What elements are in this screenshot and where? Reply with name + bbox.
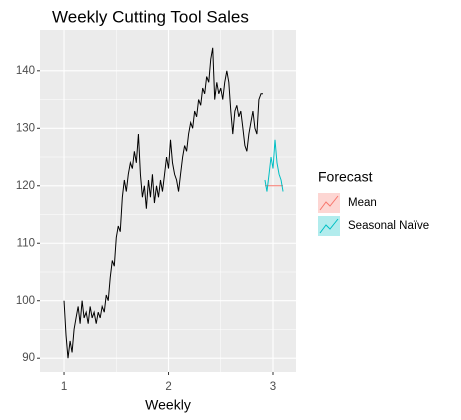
legend-label: Seasonal Naïve bbox=[348, 220, 429, 232]
y-tick-label: 130 bbox=[16, 122, 35, 134]
legend-label: Mean bbox=[348, 197, 377, 209]
legend-key bbox=[318, 216, 340, 236]
legend-key-line bbox=[319, 195, 339, 211]
x-axis-label: Weekly bbox=[145, 397, 191, 413]
x-tick-label: 3 bbox=[270, 381, 276, 393]
y-tick-label: 140 bbox=[16, 65, 35, 77]
chart-title: Weekly Cutting Tool Sales bbox=[52, 7, 249, 26]
y-tick-label: 110 bbox=[17, 237, 35, 249]
forecast-line bbox=[264, 139, 284, 192]
legend-title: Forecast bbox=[318, 169, 373, 185]
y-tick-label: 120 bbox=[16, 180, 35, 192]
legend-key-line bbox=[319, 218, 339, 234]
y-tick-label: 90 bbox=[22, 352, 35, 364]
x-tick-label: 2 bbox=[165, 381, 171, 393]
x-tick-label: 1 bbox=[61, 381, 67, 393]
series-line bbox=[63, 47, 263, 359]
y-tick-label: 100 bbox=[16, 295, 35, 307]
legend-key bbox=[318, 193, 340, 213]
